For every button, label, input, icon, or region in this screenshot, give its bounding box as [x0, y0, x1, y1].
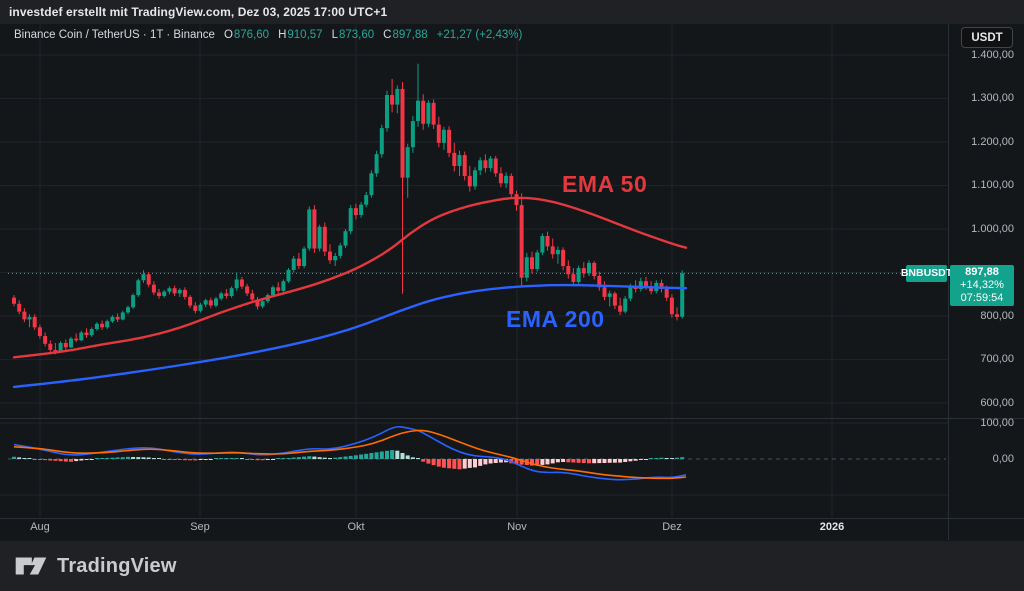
- price-axis-label: 1.100,00: [971, 179, 1014, 191]
- currency-button[interactable]: USDT: [961, 27, 1013, 48]
- price-axis-label: 800,00: [980, 309, 1014, 322]
- brand-name[interactable]: TradingView: [57, 554, 177, 577]
- price-axis-label: 1.000,00: [971, 222, 1014, 235]
- badge-change-percent: +14,32%: [960, 279, 1004, 292]
- attribution-text: investdef erstellt mit TradingView.com, …: [9, 5, 388, 19]
- ema200-line: [12, 283, 688, 389]
- time-axis-label: 2026: [819, 521, 845, 533]
- badge-countdown: 07:59:54: [960, 292, 1004, 305]
- candles-series: [12, 63, 685, 355]
- price-axis-label: 700,00: [980, 353, 1014, 365]
- footer-bar: TradingView: [0, 541, 1024, 591]
- price-axis-label: 1.300,00: [971, 92, 1014, 104]
- close-label: C: [383, 29, 392, 41]
- pane-separators: [0, 24, 1024, 540]
- tradingview-logo-icon[interactable]: [14, 553, 48, 579]
- macd-axis-label: 0,00: [992, 452, 1014, 465]
- ema200-label: EMA 200: [506, 306, 605, 332]
- time-axis-label: Okt: [347, 521, 365, 533]
- macd-histogram: [12, 450, 685, 470]
- header-bar: investdef erstellt mit TradingView.com, …: [0, 0, 1024, 24]
- open-value: 876,60: [233, 29, 270, 41]
- change-value: +21,27 (+2,43%): [436, 29, 523, 41]
- time-axis-label: Sep: [190, 521, 210, 533]
- high-label: H: [278, 29, 287, 41]
- signal-line: [13, 429, 687, 480]
- low-label: L: [331, 29, 338, 41]
- chart-legend: Binance Coin / TetherUS · 1T · Binance O…: [14, 29, 522, 41]
- open-label: O: [223, 29, 233, 41]
- macd-line: [13, 425, 687, 481]
- symbol-title[interactable]: Binance Coin / TetherUS · 1T · Binance: [14, 29, 215, 41]
- price-axis-label: 1.400,00: [971, 48, 1014, 61]
- symbol-price-tag: BNBUSDT: [901, 264, 952, 282]
- high-value: 910,57: [287, 29, 323, 41]
- grid-layer: [0, 24, 948, 518]
- time-axis-label: Aug: [30, 521, 50, 533]
- time-axis-label: Dez: [662, 521, 682, 533]
- price-axis-label: 600,00: [980, 396, 1014, 409]
- badge-price: 897,88: [965, 266, 999, 279]
- price-axis-label: 1.200,00: [971, 135, 1014, 148]
- ema50-label: EMA 50: [562, 171, 648, 197]
- macd-axis-label: 100,00: [980, 416, 1014, 429]
- low-value: 873,60: [338, 29, 375, 41]
- close-value: 897,88: [392, 29, 428, 41]
- time-axis-label: Nov: [507, 521, 527, 533]
- current-price-badge: 897,88 +14,32% 07:59:54: [950, 265, 1014, 307]
- ema50-line: [12, 196, 688, 359]
